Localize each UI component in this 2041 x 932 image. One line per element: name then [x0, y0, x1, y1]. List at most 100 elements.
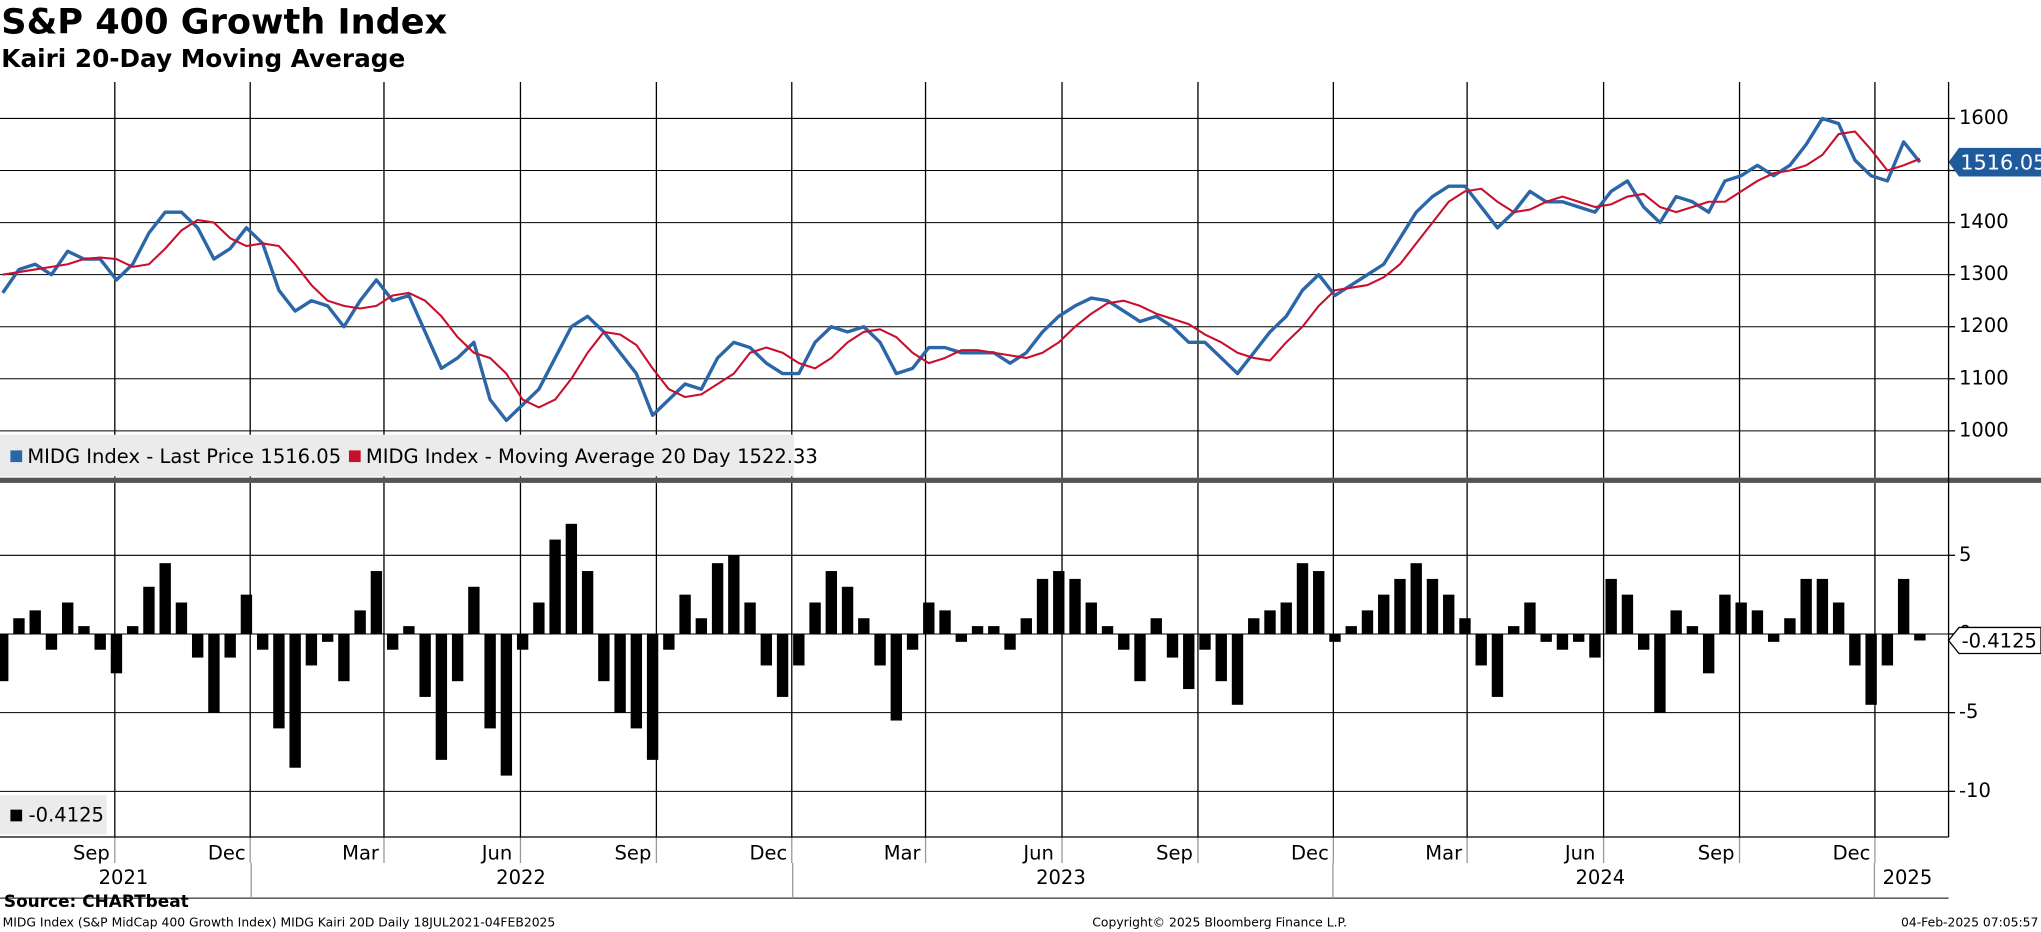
y-tick-label: 1600: [1959, 106, 2009, 129]
bar: [1637, 633, 1650, 650]
last-price-tag: [1948, 147, 2041, 177]
bar: [711, 563, 724, 634]
bar: [29, 610, 41, 634]
bar: [630, 633, 643, 729]
bar: [1573, 633, 1585, 642]
bar: [1719, 594, 1731, 634]
bar: [305, 633, 318, 666]
bar: [874, 633, 886, 666]
bar: [1735, 602, 1747, 634]
legend-swatch: [10, 809, 23, 822]
x-tick-label: Dec: [208, 841, 246, 864]
x-tick-label: Dec: [1291, 841, 1329, 864]
x-tick-label: Jun: [1021, 841, 1054, 864]
bar: [1589, 633, 1601, 658]
bar: [159, 563, 171, 634]
y-tick-label: 1000: [1959, 418, 2009, 441]
bar: [744, 602, 756, 634]
x-tick-label: Dec: [749, 841, 787, 864]
x-tick-label: Sep: [615, 841, 652, 864]
bar: [1556, 633, 1569, 650]
x-tick-label: Sep: [1156, 841, 1193, 864]
bar: [1361, 610, 1374, 634]
x-tick-label: Jun: [480, 841, 513, 864]
bar: [354, 610, 366, 634]
bar: [841, 586, 854, 634]
bar: [500, 633, 513, 776]
bar: [419, 633, 431, 697]
bar: [1394, 578, 1406, 634]
bar: [451, 633, 464, 682]
bar: [1816, 578, 1829, 634]
line-series: [2, 130, 1921, 409]
bar: [78, 626, 90, 634]
bar: [13, 618, 25, 634]
legend-name: MIDG Index - Moving Average 20 Day: [366, 444, 731, 467]
bar: [403, 626, 415, 634]
bar: [1702, 633, 1715, 674]
bar: [1280, 602, 1292, 634]
grid: [0, 82, 1956, 864]
bar: [809, 602, 821, 634]
bar: [1784, 618, 1796, 634]
last-kairi-label: -0.4125: [1962, 629, 2037, 652]
x-tick-label: Mar: [342, 841, 380, 864]
chart-title: S&P 400 Growth Index: [1, 1, 447, 42]
legend-swatch: [348, 450, 361, 463]
bar: [126, 626, 139, 634]
timestamp: 04-Feb-2025 07:05:57: [1901, 915, 2038, 929]
bar: [1248, 618, 1260, 634]
bar: [94, 633, 106, 650]
bar: [1199, 633, 1211, 650]
bar: [1085, 602, 1097, 634]
legend-value: 1516.05: [260, 444, 341, 467]
bar: [1053, 571, 1065, 634]
bar: [1767, 633, 1780, 642]
bar: [614, 633, 626, 713]
bar: [533, 602, 545, 634]
bar: [1150, 618, 1162, 634]
bar: [955, 633, 967, 642]
bar: [289, 633, 301, 768]
bar: [1670, 610, 1682, 634]
legend-name: MIDG Index - Last Price: [27, 444, 254, 467]
bar: [1134, 633, 1146, 682]
bar: [240, 594, 253, 634]
chart-subtitle: Kairi 20-Day Moving Average: [1, 44, 405, 73]
bar: [1621, 594, 1634, 634]
x-tick-label: Mar: [884, 841, 922, 864]
bar: [1329, 633, 1341, 642]
bar: [728, 555, 740, 634]
bar: [1443, 594, 1455, 634]
bar: [1686, 626, 1699, 634]
bar: [939, 610, 951, 634]
y-tick-label: 1200: [1959, 314, 2009, 337]
bar: [1036, 578, 1049, 634]
bar: [1118, 633, 1130, 650]
bar: [1231, 633, 1244, 705]
bar: [1020, 618, 1032, 634]
bar: [646, 633, 659, 760]
bar: [1605, 578, 1617, 634]
bar: [45, 633, 58, 650]
bar: [1264, 610, 1276, 634]
year-label: 2021: [99, 866, 149, 889]
bar: [1345, 626, 1357, 634]
year-label: 2025: [1883, 866, 1933, 889]
labels: Sep Dec Mar Jun Sep Dec Mar Jun Sep Dec Mar Jun Sep D…: [0, 106, 2041, 889]
x-tick-label: Dec: [1833, 841, 1871, 864]
bar: [1897, 578, 1910, 634]
bar: [321, 633, 334, 642]
y-tick-label: 5: [1959, 543, 1971, 566]
legend-value: 1522.33: [737, 444, 818, 467]
bar: [468, 586, 480, 634]
bar: [191, 633, 204, 658]
bar: [549, 539, 561, 634]
legend-entry: MIDG Index - Last Price 1516.05: [27, 444, 341, 467]
bar: [906, 633, 919, 650]
bar: [338, 633, 350, 682]
last-price-label: 1516.05: [1960, 150, 2041, 174]
y-tick-label: 1300: [1959, 262, 2009, 285]
bar: [1881, 633, 1894, 666]
source: Source: CHARTbeat: [4, 891, 189, 911]
